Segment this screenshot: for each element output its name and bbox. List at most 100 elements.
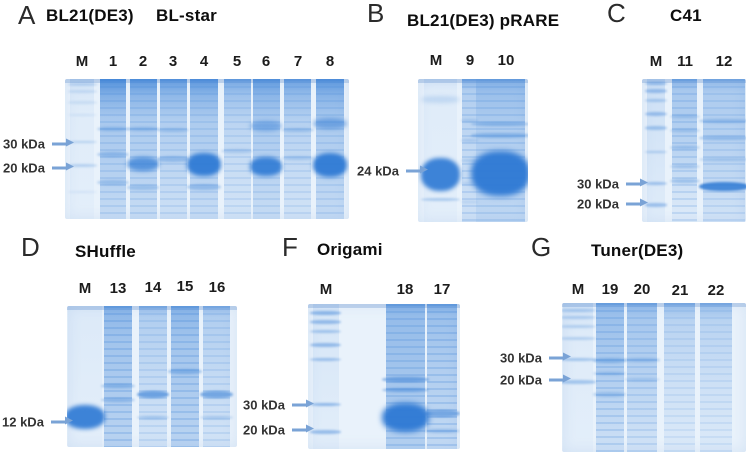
marker-f-30kda: 30 kDa — [243, 397, 314, 413]
protein-band — [624, 358, 660, 362]
protein-band — [562, 325, 596, 329]
protein-band — [381, 402, 429, 432]
protein-band — [645, 181, 667, 186]
protein-band — [669, 114, 700, 118]
gel-lane — [381, 304, 429, 449]
gel-lane — [310, 304, 342, 449]
panel-letter-c: C — [607, 0, 626, 28]
protein-band — [645, 150, 667, 154]
protein-band — [126, 157, 160, 172]
gel-lane — [157, 79, 190, 219]
protein-band — [669, 164, 700, 169]
gel-lane — [471, 79, 528, 222]
marker-arrow-icon — [51, 163, 74, 171]
protein-band — [699, 136, 746, 140]
protein-band — [471, 133, 528, 138]
marker-g-30kda: 30 kDa — [500, 350, 571, 366]
marker-arrow-icon — [291, 400, 314, 408]
strain-title-shuffle: SHuffle — [75, 242, 136, 261]
lane-label: 6 — [261, 53, 271, 70]
protein-band — [281, 156, 315, 161]
lane-label: 7 — [293, 53, 303, 70]
marker-arrow-icon — [291, 425, 314, 433]
protein-band — [312, 118, 347, 130]
protein-band — [593, 358, 627, 363]
gel-image-g — [562, 303, 746, 452]
lane-label: M — [429, 52, 443, 69]
protein-band — [96, 126, 130, 132]
protein-band — [562, 316, 596, 320]
lane-label: 18 — [396, 281, 414, 298]
protein-band — [381, 376, 429, 382]
marker-label: 30 kDa — [577, 176, 619, 192]
marker-g-20kda: 20 kDa — [500, 374, 571, 387]
lane-label: 15 — [176, 278, 194, 295]
protein-band — [200, 390, 233, 398]
gel-lane — [593, 303, 627, 452]
gel-image-c — [642, 79, 746, 222]
protein-band — [310, 311, 342, 315]
protein-band — [423, 428, 460, 434]
lane-label: 22 — [707, 282, 725, 299]
lane-label: 20 — [633, 281, 651, 298]
strain-title-c41: C41 — [670, 6, 702, 25]
protein-band — [310, 330, 342, 334]
protein-band — [67, 114, 97, 117]
gel-lane — [700, 303, 732, 452]
marker-label: 20 kDa — [243, 422, 285, 438]
strain-title-bl21de3-prare: BL21(DE3) pRARE — [407, 11, 560, 30]
marker-label: 30 kDa — [243, 397, 285, 413]
strain-title-tunerde3: Tuner(DE3) — [591, 241, 684, 260]
lane-label: 14 — [144, 279, 162, 296]
lane-label: 8 — [325, 53, 335, 70]
marker-arrow-icon — [548, 353, 571, 361]
panel-letter-d: D — [21, 232, 40, 262]
marker-a-30kda: 30 kDa — [3, 138, 74, 151]
gel-image-a — [65, 79, 349, 219]
gel-lane — [167, 306, 203, 447]
protein-band — [281, 128, 315, 133]
protein-band — [186, 184, 221, 190]
protein-band — [126, 126, 160, 131]
protein-band — [200, 415, 233, 420]
strain-title-origami: Origami — [317, 240, 383, 259]
gel-image-f — [308, 304, 460, 449]
marker-label: 24 kDa — [357, 163, 399, 179]
gel-lane — [200, 306, 233, 447]
gel-lane — [220, 79, 254, 219]
protein-band — [310, 357, 342, 362]
gel-lane — [249, 79, 283, 219]
panel-letter-g: G — [531, 232, 552, 262]
gel-lane — [645, 79, 667, 222]
strain-title-bl21de3: BL21(DE3) — [46, 6, 134, 25]
gel-lane — [96, 79, 130, 219]
protein-band — [220, 149, 254, 154]
protein-band — [67, 404, 106, 429]
marker-arrow-icon — [405, 166, 428, 174]
marker-c-30kda: 30 kDa — [577, 176, 648, 192]
protein-band — [126, 185, 160, 190]
protein-band — [624, 377, 660, 382]
lane-label: M — [78, 280, 92, 297]
marker-b-24kda: 24 kDa — [357, 163, 428, 179]
protein-band — [310, 343, 342, 348]
lane-label: 11 — [677, 53, 693, 70]
gel-lane — [420, 79, 461, 222]
protein-band — [460, 200, 478, 204]
marker-d-12kda: 12 kDa — [2, 416, 73, 429]
lane-label: 13 — [109, 280, 127, 297]
gel-lane — [423, 304, 460, 449]
protein-band — [593, 371, 627, 376]
marker-label: 30 kDa — [500, 350, 542, 366]
protein-band — [96, 151, 130, 158]
lane-label: 19 — [601, 281, 619, 298]
protein-band — [310, 319, 342, 324]
lane-label: 12 — [715, 53, 733, 70]
protein-band — [460, 159, 478, 162]
gel-image-d — [67, 306, 237, 447]
marker-c-20kda: 20 kDa — [577, 198, 648, 211]
gel-lane — [624, 303, 660, 452]
strain-title-blstar: BL-star — [156, 6, 217, 25]
protein-band — [645, 81, 667, 86]
